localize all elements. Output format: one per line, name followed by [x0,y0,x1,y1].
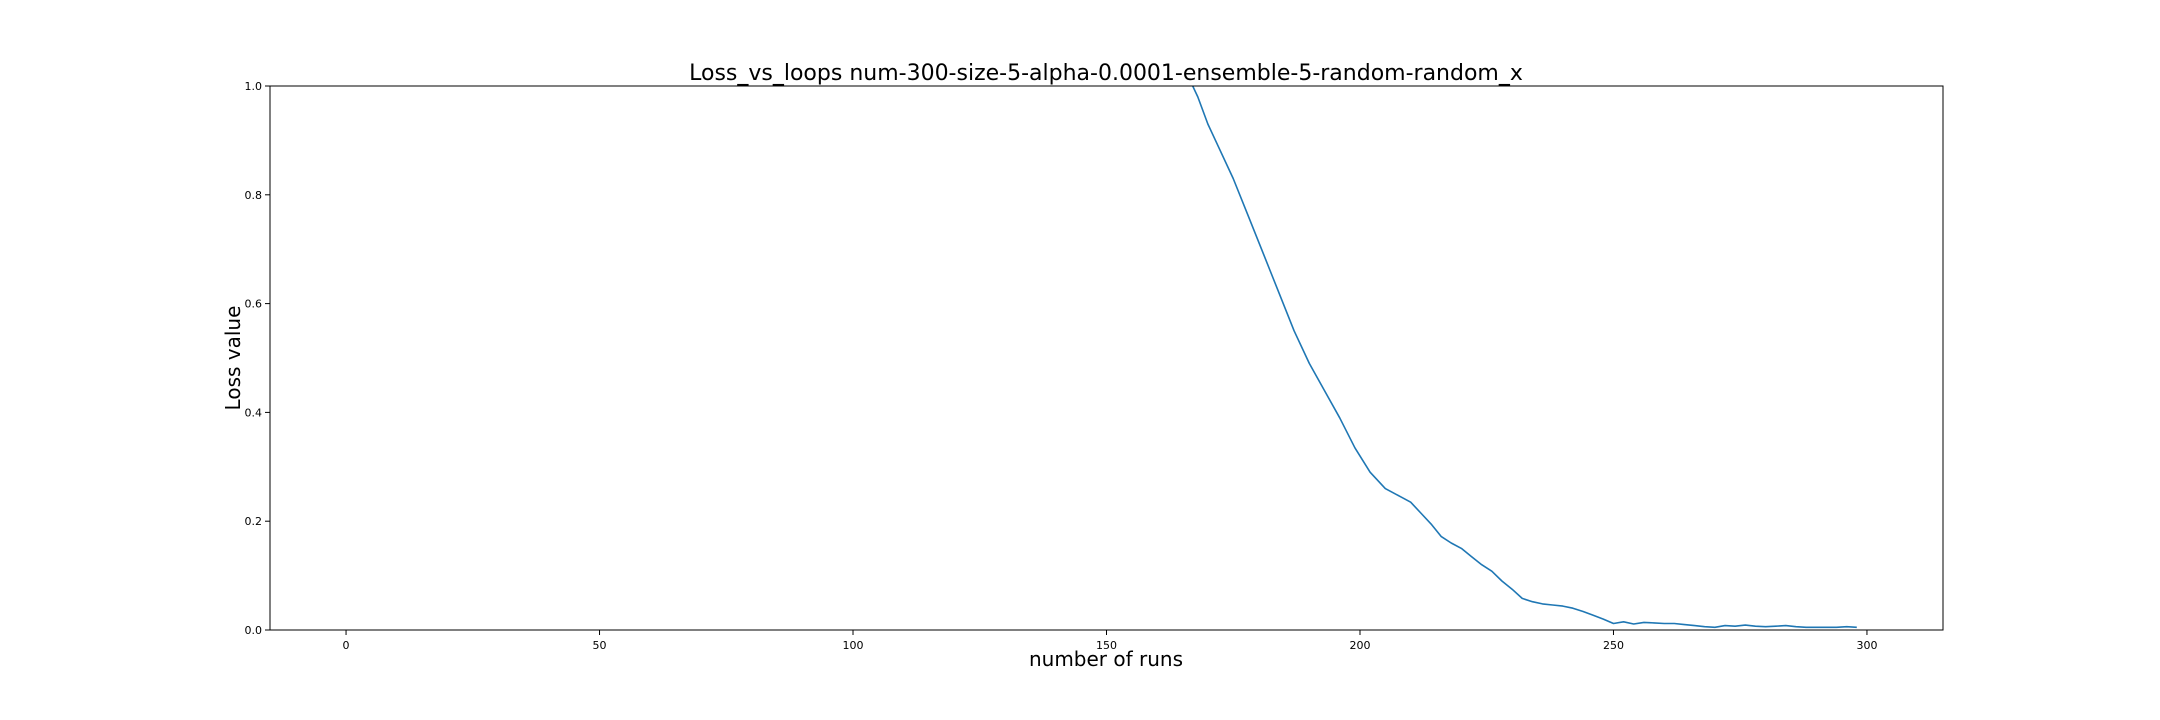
x-tick-label: 0 [343,639,350,652]
x-tick-label: 50 [593,639,607,652]
x-tick-label: 150 [1096,639,1117,652]
plot-frame [269,85,1944,631]
y-tick-label: 0.2 [245,515,263,528]
y-tick-label: 0.8 [245,189,263,202]
x-tick-label: 100 [843,639,864,652]
x-axis-label: number of runs [1029,647,1183,671]
series-layer [1191,86,1857,629]
y-axis-label: Loss value [221,306,245,411]
y-tick-label: 0.0 [245,624,263,637]
x-tick-label: 250 [1603,639,1624,652]
chart-title: Loss_vs_loops num-300-size-5-alpha-0.000… [689,61,1523,86]
x-tick-label: 300 [1856,639,1877,652]
x-tick-label: 200 [1349,639,1370,652]
series-line [1191,86,1857,629]
y-tick-label: 0.4 [245,406,263,419]
ticks: 0 50 100 150 200 250 300 0.0 0.2 0.4 0.6 0.8 1.0 [245,80,1878,652]
y-tick-label: 1.0 [245,80,263,93]
y-tick-label: 0.6 [245,298,263,311]
